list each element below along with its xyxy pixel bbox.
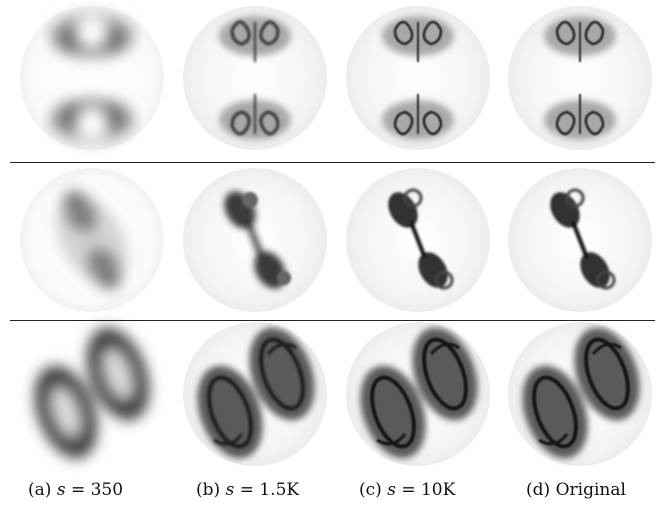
row-2-images bbox=[20, 168, 652, 312]
caption-b-value: = 1.5K bbox=[234, 480, 300, 500]
caption-d: (d) Original bbox=[526, 480, 626, 500]
image-r2-a bbox=[20, 168, 164, 312]
image-r3-c bbox=[346, 322, 490, 466]
image-r3-a bbox=[34, 327, 150, 459]
image-r3-d bbox=[508, 322, 652, 466]
image-r2-b bbox=[183, 168, 327, 312]
caption-d-label: (d) bbox=[526, 480, 551, 500]
caption-a-label: (a) bbox=[28, 480, 52, 500]
row-divider bbox=[10, 162, 655, 163]
caption-c-value: = 10K bbox=[395, 480, 456, 500]
caption-a-var: s bbox=[56, 480, 66, 500]
caption-a-value: = 350 bbox=[65, 480, 124, 500]
image-r2-d bbox=[508, 168, 652, 312]
image-r1-d bbox=[508, 6, 652, 150]
row-3-images bbox=[34, 322, 652, 466]
caption-d-text: Original bbox=[555, 480, 626, 500]
image-r1-c bbox=[346, 6, 490, 150]
image-r2-c bbox=[346, 168, 490, 312]
caption-c-var: s bbox=[387, 480, 396, 500]
image-r1-a bbox=[20, 6, 164, 150]
row-divider bbox=[10, 320, 655, 321]
caption-c-label: (c) bbox=[359, 480, 382, 500]
caption-b-var: s bbox=[225, 480, 235, 500]
caption-b-label: (b) bbox=[196, 480, 221, 500]
image-r3-b bbox=[183, 322, 327, 466]
caption-b: (b) s = 1.5K bbox=[196, 480, 299, 500]
row-1-images bbox=[20, 6, 652, 150]
image-r1-b bbox=[183, 6, 327, 150]
caption-c: (c) s = 10K bbox=[359, 480, 455, 500]
caption-a: (a) s = 350 bbox=[28, 480, 123, 500]
